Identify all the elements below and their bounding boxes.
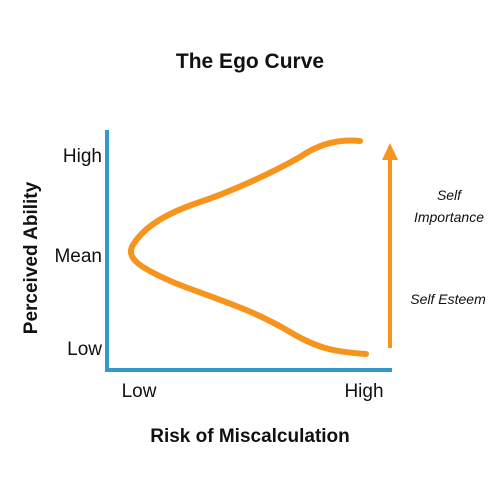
x-axis-label: Risk of Miscalculation — [150, 426, 350, 447]
y-tick-mean: Mean — [54, 246, 102, 267]
arrow-head — [382, 143, 398, 160]
y-tick-high: High — [62, 146, 102, 167]
x-tick-low: Low — [121, 381, 157, 402]
annotation-self-importance-line-1: Self — [436, 187, 462, 203]
ego-curve — [128, 137, 369, 357]
diagram-title: The Ego Curve — [175, 50, 325, 73]
annotation-self-importance-line-2: Importance — [413, 209, 485, 225]
annotation-self-importance: Self Importance — [404, 184, 494, 228]
y-tick-low: Low — [67, 339, 102, 360]
x-tick-high: High — [344, 381, 384, 402]
y-axis-label: Perceived Ability — [21, 181, 42, 335]
annotation-self-esteem: Self Esteem — [410, 291, 486, 307]
